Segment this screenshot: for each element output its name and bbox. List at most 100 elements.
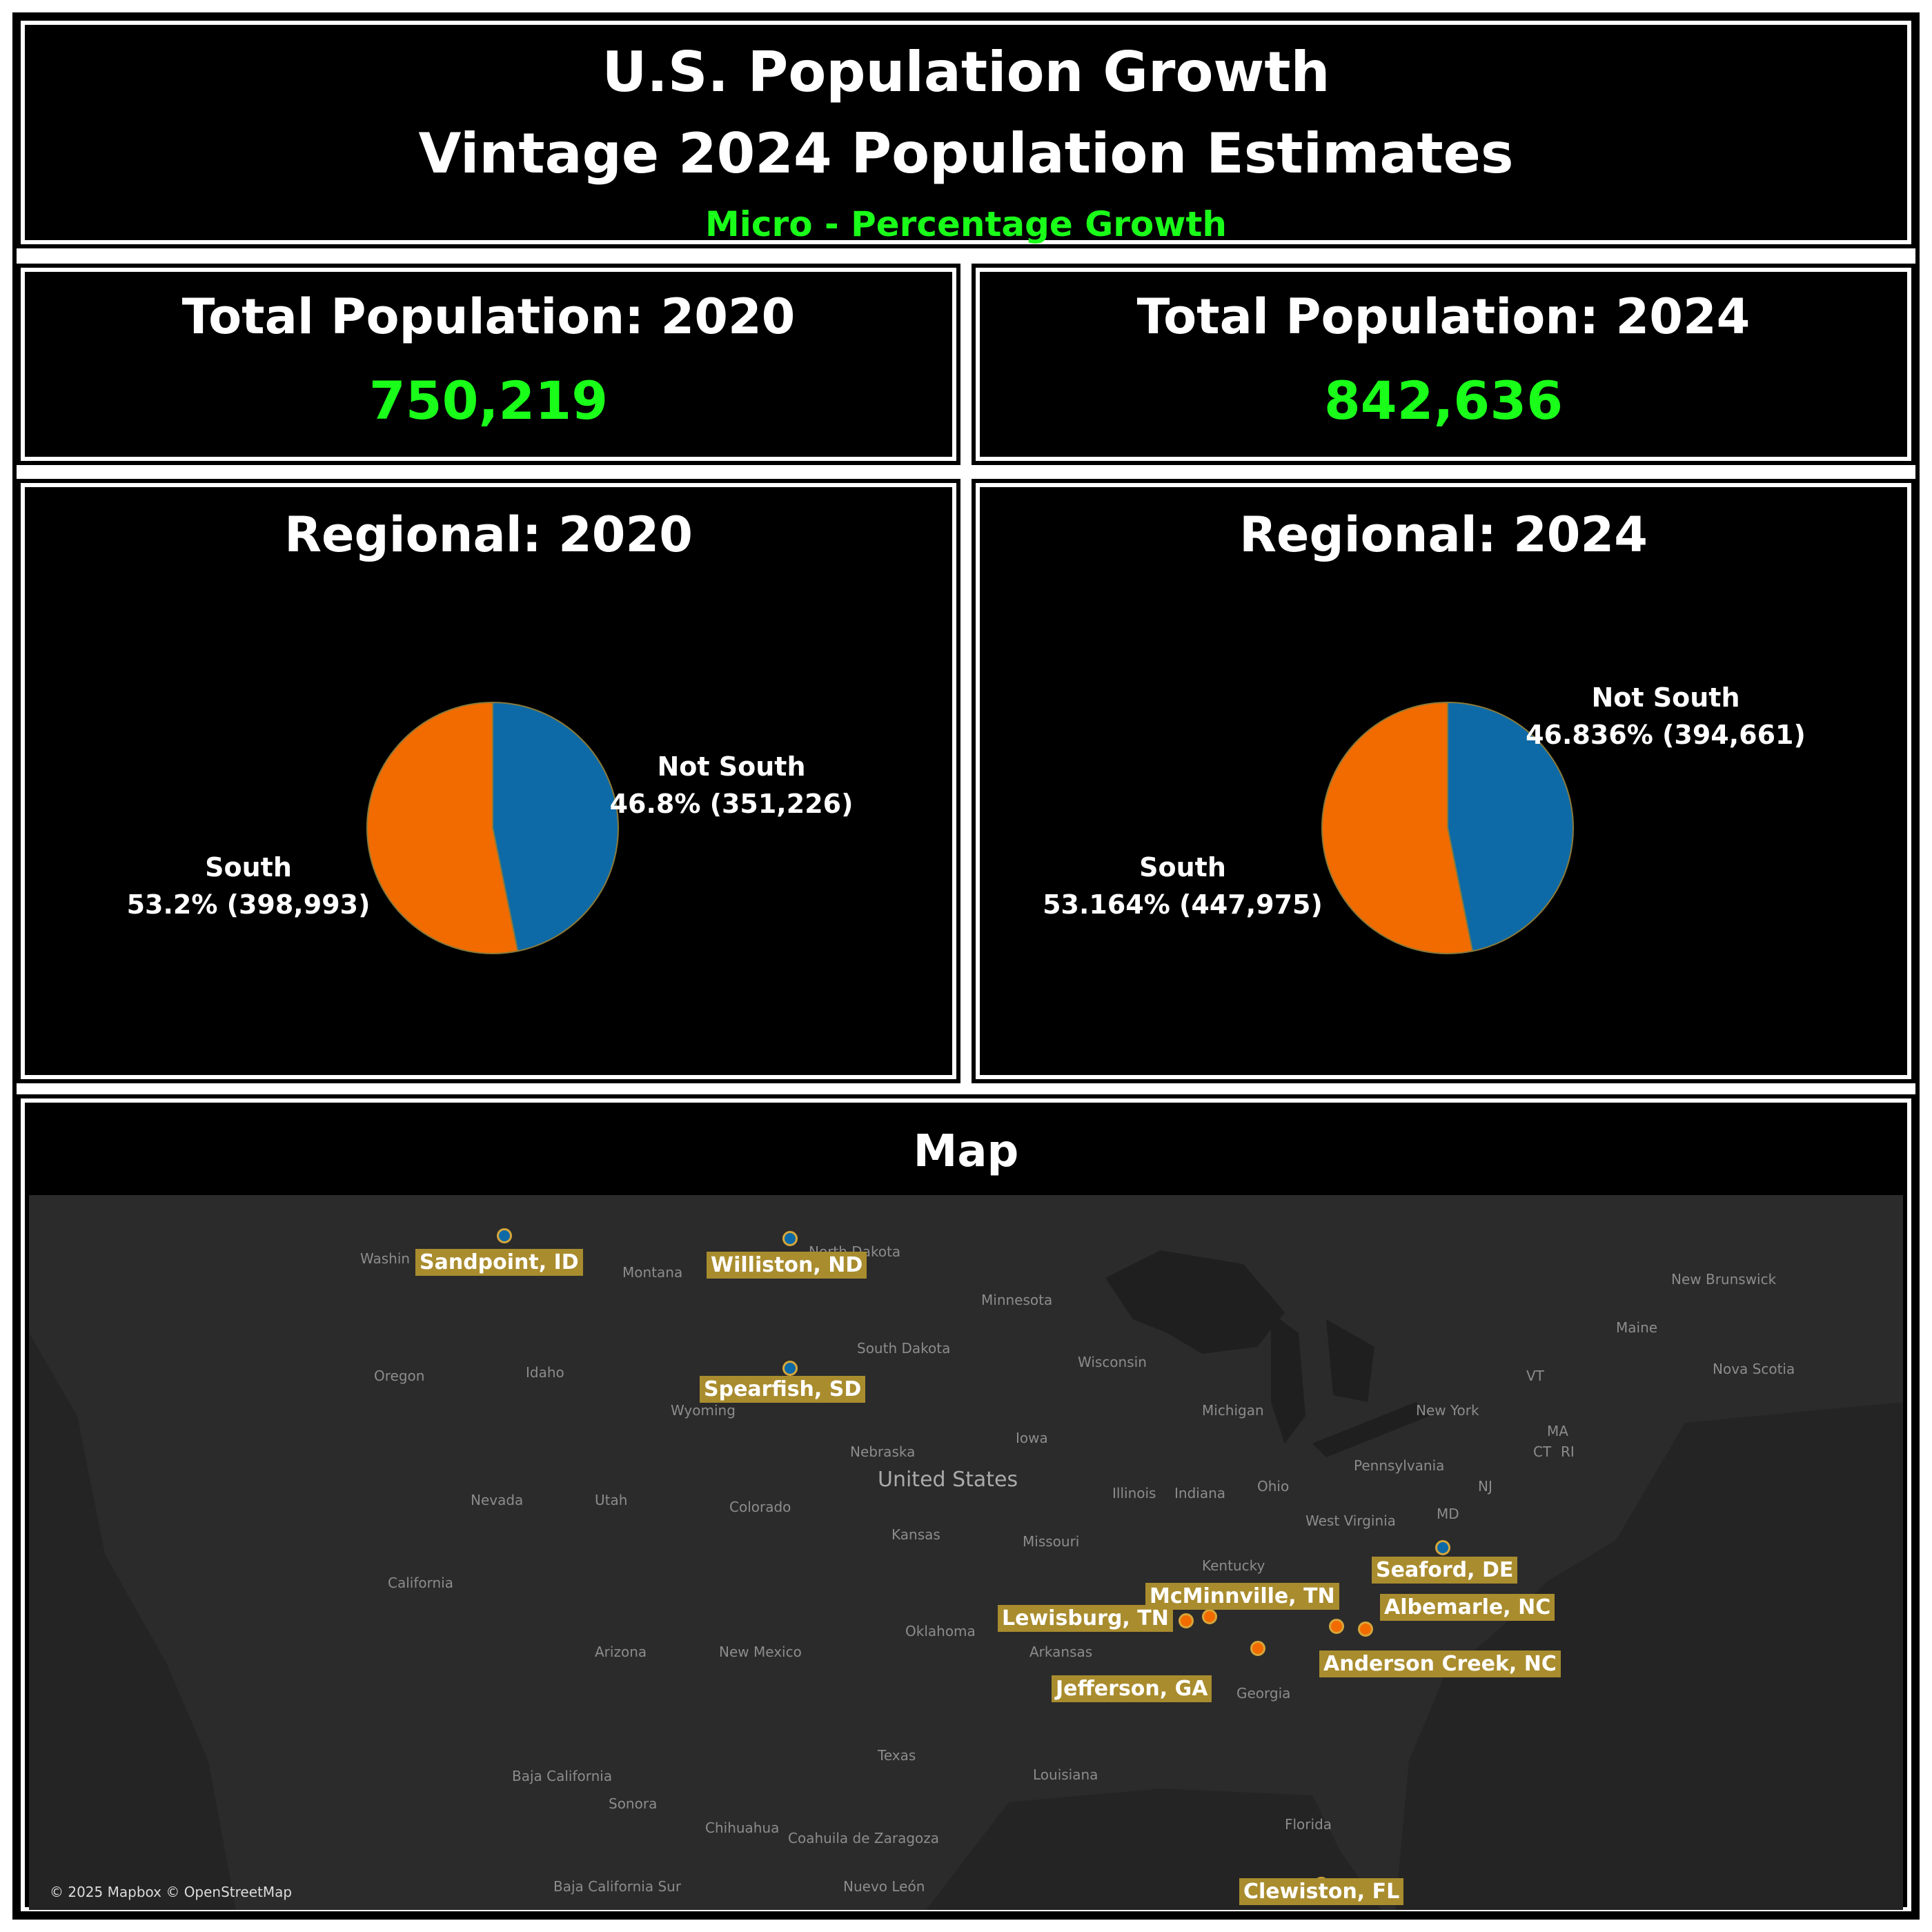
city-label: McMinnville, TN (1145, 1583, 1339, 1610)
regional-2024-panel: Regional: 2024 Not South 46.836% (394,661… (972, 479, 1915, 1083)
city-label: Albemarle, NC (1380, 1594, 1555, 1621)
lake-huron-shape (1326, 1319, 1374, 1402)
lake-michigan-shape (1271, 1312, 1305, 1443)
slice-name-label: Not South (1591, 682, 1739, 713)
map-geo-label: Georgia (1236, 1685, 1291, 1702)
map-geo-label: Colorado (729, 1499, 791, 1515)
city-label: Jefferson, GA (1052, 1675, 1212, 1702)
map-panel: Map WashinMontanaNorth DakotaMinnesotaOr… (17, 1094, 1915, 1915)
map-geo-label: California (388, 1575, 453, 1591)
slice-value-label: 46.836% (394,661) (1526, 720, 1806, 750)
map-geo-label: Louisiana (1033, 1766, 1098, 1783)
pacific-ocean-shape (29, 1333, 236, 1910)
map-geo-label: Illinois (1112, 1485, 1156, 1501)
regional-2024-title: Regional: 2024 (1239, 506, 1648, 563)
map-geo-label: Sonora (609, 1795, 658, 1812)
map-geo-label: Kentucky (1202, 1557, 1265, 1574)
map-geo-label: New Mexico (719, 1644, 802, 1660)
title-line-1: U.S. Population Growth (602, 40, 1330, 104)
map-attribution: © 2025 Mapbox © OpenStreetMap (50, 1884, 293, 1900)
pie-chart-2020: Not South 46.8% (351,226) South 53.2% (398,… (127, 701, 854, 954)
total-2024-value: 842,636 (1323, 370, 1564, 431)
total-2024-label: Total Population: 2024 (1136, 288, 1751, 345)
city-marker-dot[interactable] (1202, 1609, 1217, 1624)
pie-slice-not-south[interactable] (1447, 701, 1574, 952)
map-geo-label: Ohio (1257, 1478, 1290, 1495)
total-2020-label: Total Population: 2020 (181, 288, 796, 345)
map-geo-label: Nuevo León (843, 1878, 925, 1895)
map-geo-label: New York (1416, 1402, 1479, 1419)
map-geo-label: Baja California (512, 1768, 613, 1784)
city-label: Spearfish, SD (700, 1376, 866, 1403)
city-label: Sandpoint, ID (415, 1249, 583, 1276)
pie-slice-south[interactable] (1321, 701, 1474, 954)
map-geo-label: Florida (1285, 1816, 1332, 1833)
regional-2020-panel: Regional: 2020 Not South 46.8% (351,226) S… (17, 479, 960, 1083)
great-lakes-shape (1105, 1250, 1285, 1354)
map-geo-label: CT (1533, 1443, 1552, 1460)
map-geo-label: Arizona (595, 1644, 647, 1660)
header-panel: U.S. Population Growth Vintage 2024 Popu… (17, 17, 1915, 248)
map-geo-label: Oregon (374, 1368, 425, 1384)
lake-erie-shape (1312, 1402, 1430, 1457)
map-geo-label: South Dakota (857, 1340, 951, 1357)
map-geo-label: Nevada (471, 1492, 524, 1508)
map-geo-label: Wisconsin (1078, 1354, 1147, 1370)
city-marker-dot[interactable] (1329, 1619, 1344, 1634)
map-geo-label: Pennsylvania (1354, 1457, 1445, 1474)
city-label: Seaford, DE (1372, 1557, 1518, 1584)
city-label: Clewiston, FL (1239, 1878, 1404, 1905)
map-geo-label: Missouri (1023, 1533, 1080, 1550)
map-geo-label: Utah (595, 1492, 628, 1508)
map-geo-label: Wyoming (671, 1402, 736, 1419)
city-label: Anderson Creek, NC (1319, 1650, 1561, 1677)
map-geo-label: Coahuila de Zaragoza (788, 1830, 940, 1846)
us-map[interactable]: WashinMontanaNorth DakotaMinnesotaOregon… (29, 1195, 1903, 1910)
pie-chart-2024: Not South 46.836% (394,661) South 53.164% (… (1043, 682, 1806, 954)
title-line-2: Vintage 2024 Population Estimates (418, 121, 1514, 186)
slice-value-label: 46.8% (351,226) (610, 789, 854, 819)
map-geo-label: New Brunswick (1671, 1271, 1777, 1288)
map-geo-label: Idaho (526, 1364, 564, 1381)
map-geo-label: Nova Scotia (1713, 1361, 1795, 1377)
slice-name-label: Not South (657, 751, 805, 782)
map-geo-label: Maine (1616, 1319, 1658, 1336)
slice-name-label: South (205, 852, 292, 883)
map-background-shapes (29, 1250, 1903, 1910)
city-marker-dot[interactable] (1250, 1641, 1265, 1656)
map-geo-label: Kansas (891, 1526, 940, 1543)
pie-slice-not-south[interactable] (492, 701, 619, 952)
map-geo-label: Washin (360, 1250, 411, 1267)
total-2020-value: 750,219 (368, 370, 609, 431)
city-marker-dot[interactable] (1179, 1613, 1194, 1628)
subtitle: Micro - Percentage Growth (705, 204, 1227, 244)
map-geo-label: Texas (878, 1747, 916, 1764)
map-geo-label: Baja California Sur (553, 1878, 682, 1895)
map-geo-label: Nebraska (850, 1443, 916, 1460)
map-geo-label: West Virginia (1305, 1512, 1396, 1529)
city-label: Williston, ND (707, 1252, 867, 1279)
pie-slice-south[interactable] (366, 701, 519, 954)
map-geo-label: Arkansas (1029, 1644, 1093, 1660)
map-geo-label: Iowa (1016, 1430, 1048, 1446)
map-geo-label: United States (878, 1468, 1018, 1492)
city-marker-dot[interactable] (497, 1228, 512, 1243)
city-marker-dot[interactable] (1435, 1540, 1450, 1555)
map-geo-label: NJ (1478, 1478, 1492, 1495)
map-geo-label: Indiana (1174, 1485, 1226, 1501)
map-geo-label: Chihuahua (705, 1820, 780, 1836)
map-geo-label: Oklahoma (905, 1623, 976, 1639)
atlantic-ocean-shape (1395, 1402, 1903, 1910)
map-geo-label: Michigan (1202, 1402, 1264, 1419)
map-geo-label: Montana (622, 1264, 683, 1281)
city-marker-dot[interactable] (782, 1361, 798, 1376)
map-geo-label: VT (1526, 1368, 1544, 1384)
city-marker-dot[interactable] (1358, 1621, 1373, 1637)
slice-name-label: South (1139, 852, 1226, 883)
map-geo-label: RI (1561, 1443, 1575, 1460)
map-geo-label: MD (1437, 1506, 1459, 1522)
slice-value-label: 53.2% (398,993) (127, 889, 371, 920)
slice-value-label: 53.164% (447,975) (1043, 889, 1323, 920)
regional-2020-title: Regional: 2020 (284, 506, 693, 563)
city-marker-dot[interactable] (782, 1231, 798, 1246)
